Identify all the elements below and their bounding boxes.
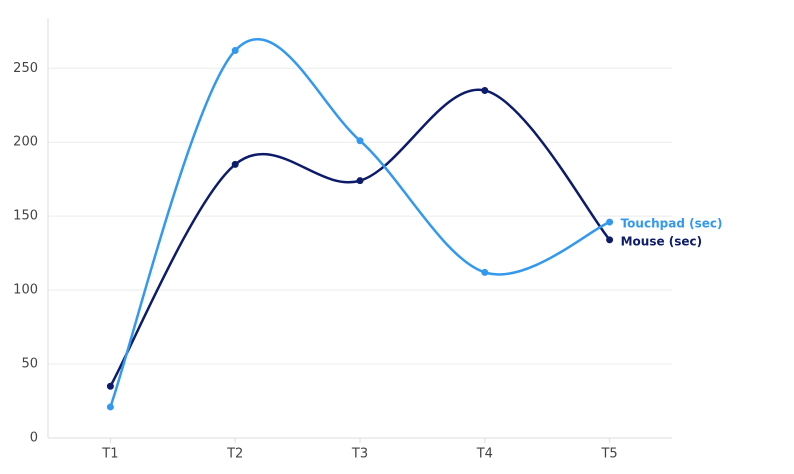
point: [231, 47, 239, 55]
point: [106, 382, 114, 390]
line: [109, 88, 611, 387]
x-tick-label: T1: [101, 447, 118, 462]
x-tick-label: T3: [351, 447, 368, 462]
line: [109, 38, 611, 408]
end-label: Touchpad (sec): [621, 217, 723, 231]
point: [106, 403, 114, 411]
point: [481, 268, 489, 276]
point: [356, 137, 364, 145]
x-tick-label: T5: [600, 447, 617, 462]
y-tick-label: 200: [13, 135, 38, 150]
y-tick-label: 0: [30, 431, 38, 446]
x-tick-label: T2: [226, 447, 243, 462]
end-label: Mouse (sec): [621, 234, 703, 248]
y-tick-label: 250: [13, 61, 38, 76]
point: [481, 86, 489, 94]
point: [231, 160, 239, 168]
y-tick-label: 150: [13, 209, 38, 224]
y-tick-label: 50: [21, 357, 38, 372]
point: [606, 236, 614, 244]
x-tick-label: T4: [476, 447, 493, 462]
point: [606, 218, 614, 226]
point: [356, 177, 364, 185]
y-tick-label: 100: [13, 283, 38, 298]
